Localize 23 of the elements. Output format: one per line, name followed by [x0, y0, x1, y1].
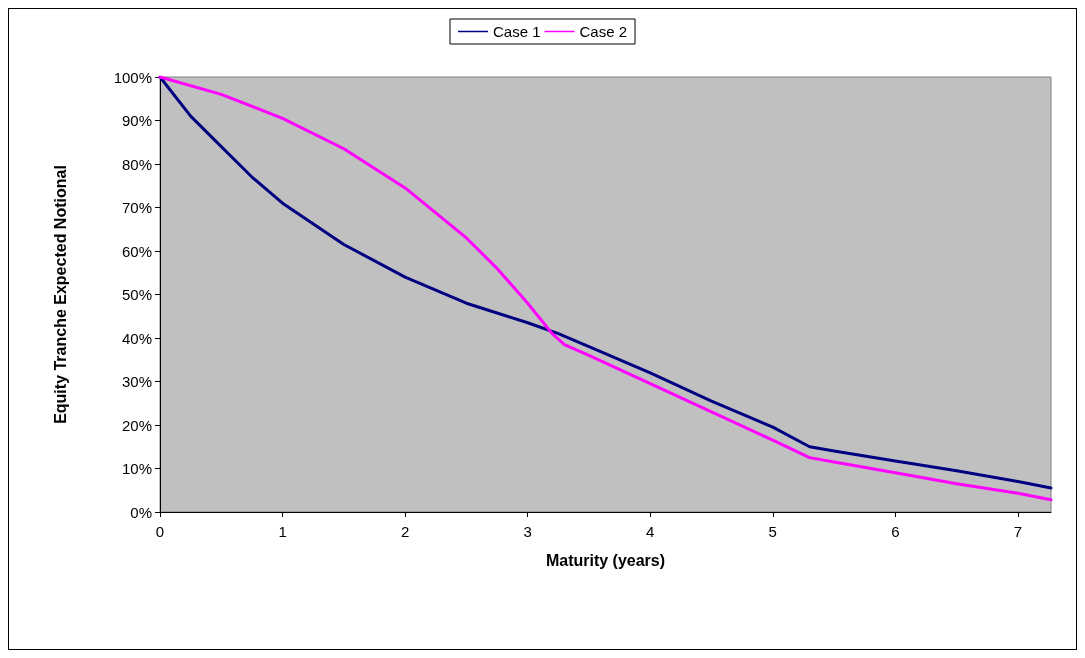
x-tick-label: 3 [523, 523, 532, 540]
x-tick-label: 2 [400, 523, 410, 540]
y-axis-title: Equity Tranche Expected Notional [51, 165, 69, 424]
x-tick-label: 4 [646, 523, 655, 540]
y-tick-label: 0% [130, 503, 152, 521]
y-tick-label: 90% [121, 112, 152, 129]
x-tick-label: 1 [278, 523, 287, 540]
y-tick-label: 40% [121, 329, 152, 347]
y-tick-label: 60% [121, 242, 152, 260]
y-tick-label: 50% [121, 286, 152, 303]
x-tick-label: 6 [891, 523, 900, 540]
x-tick-label: 5 [768, 523, 777, 540]
x-axis-title: Maturity (years) [545, 551, 666, 569]
y-tick-label: 10% [121, 460, 152, 477]
y-tick-label: 100% [113, 68, 152, 86]
legend-label: Case 2 [579, 23, 628, 40]
y-tick-label: 30% [121, 373, 152, 390]
y-tick-label: 70% [121, 199, 152, 216]
x-tick-label: 0 [155, 523, 165, 540]
x-tick-label: 7 [1013, 523, 1023, 540]
legend-label: Case 1 [492, 23, 541, 40]
y-tick-label: 80% [121, 155, 152, 173]
y-tick-label: 20% [121, 416, 152, 434]
